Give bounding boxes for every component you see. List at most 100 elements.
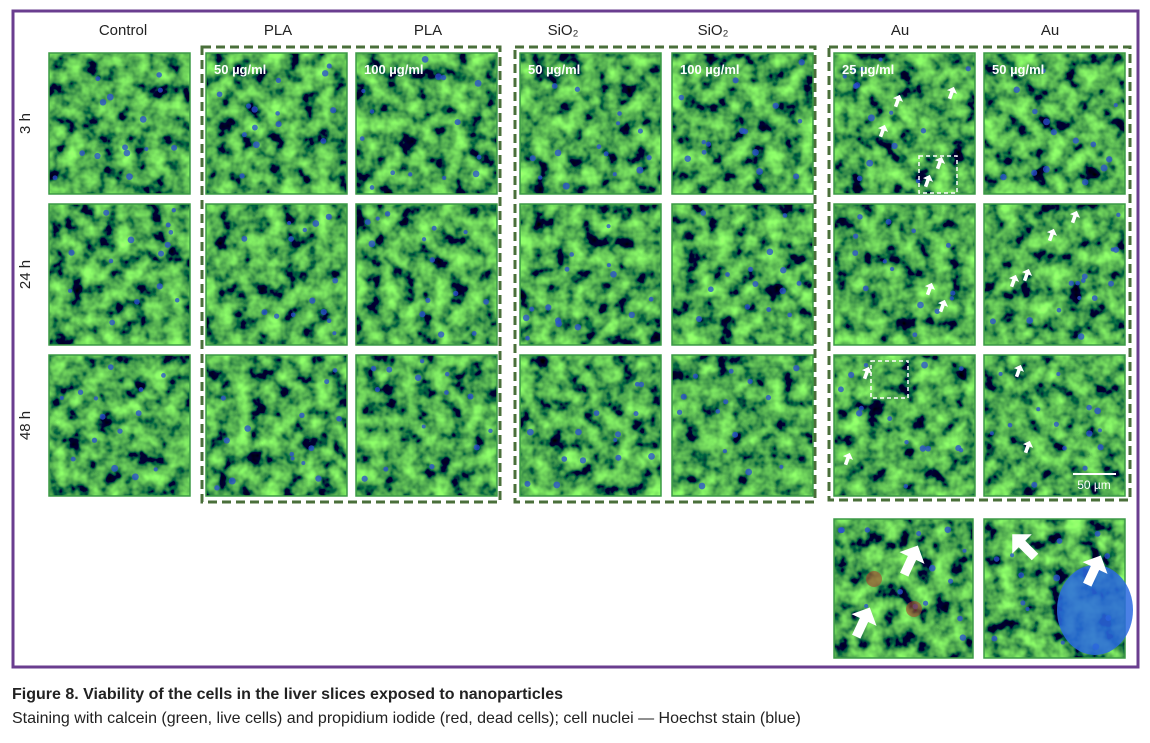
micrograph	[520, 204, 661, 345]
nucleus	[848, 371, 855, 379]
nucleus	[421, 237, 427, 242]
arrow	[899, 545, 925, 577]
nucleus	[606, 263, 611, 268]
nucleus	[1116, 212, 1121, 217]
panel-border	[983, 354, 1126, 497]
arrow	[934, 156, 946, 170]
arrow	[1046, 228, 1058, 242]
nucleus	[364, 219, 371, 226]
nucleus	[488, 428, 493, 434]
nucleus	[138, 387, 144, 392]
nucleus	[917, 301, 924, 309]
nucleus	[842, 74, 847, 79]
nucleus	[94, 152, 101, 160]
nucleus	[1080, 278, 1086, 283]
column-header: Au	[1041, 22, 1059, 39]
nucleus	[369, 109, 375, 114]
nucleus	[321, 70, 329, 77]
column-header: PLA	[414, 22, 442, 39]
nucleus	[628, 311, 635, 319]
nucleus	[68, 249, 75, 256]
nucleus	[239, 173, 245, 179]
nucleus	[156, 72, 162, 78]
nucleus	[797, 118, 803, 124]
micrograph	[834, 519, 973, 658]
nucleus	[287, 220, 292, 226]
nucleus	[421, 56, 429, 63]
nucleus	[473, 444, 480, 451]
nucleus	[127, 236, 135, 244]
nucleus	[752, 281, 759, 287]
arrow	[861, 366, 873, 380]
concentration-label: 100 µg/ml	[680, 62, 740, 77]
panel-border	[833, 354, 976, 497]
nucleus	[1013, 86, 1020, 93]
group-box	[200, 45, 502, 504]
nucleus	[171, 207, 176, 213]
nucleus	[79, 150, 85, 156]
nucleus	[561, 456, 568, 462]
nucleus	[408, 172, 413, 177]
nucleus	[853, 233, 859, 239]
panel-border	[48, 52, 191, 195]
nucleus	[153, 467, 158, 472]
nucleus	[1018, 572, 1025, 579]
nucleus	[309, 297, 316, 304]
nucleus	[958, 366, 964, 371]
nucleus	[1050, 129, 1057, 136]
nucleus	[529, 155, 536, 162]
nucleus	[253, 141, 260, 149]
nucleus	[637, 128, 643, 134]
nucleus	[302, 227, 308, 233]
nucleus	[444, 390, 449, 395]
nucleus	[787, 312, 792, 318]
nucleus	[889, 110, 894, 115]
panel-border	[983, 203, 1126, 346]
nucleus	[435, 73, 442, 81]
micrograph	[984, 53, 1125, 194]
nucleus	[919, 445, 927, 452]
nucleus	[1056, 307, 1062, 313]
nucleus	[315, 475, 322, 482]
group-box	[513, 45, 817, 504]
nucleus	[538, 175, 543, 180]
nucleus	[696, 316, 703, 323]
nucleus	[1056, 538, 1063, 544]
nucleus	[1113, 103, 1118, 108]
nucleus	[916, 531, 922, 537]
nucleus	[1090, 141, 1097, 148]
nucleus	[383, 466, 389, 472]
micrograph	[49, 53, 190, 194]
micrograph	[834, 53, 975, 194]
nucleus	[52, 175, 58, 181]
nucleus	[885, 218, 892, 225]
nucleus	[772, 102, 779, 109]
nucleus	[616, 121, 621, 126]
panel-border	[983, 52, 1126, 195]
nucleus	[856, 175, 863, 182]
nucleus	[1068, 280, 1074, 286]
nucleus	[864, 527, 871, 533]
nucleus	[613, 437, 618, 442]
column-header: PLA	[264, 22, 292, 39]
column-header: SiO₂	[698, 22, 729, 39]
nucleus	[793, 173, 800, 180]
nucleus	[275, 77, 282, 83]
nucleus	[332, 331, 337, 336]
nucleus	[168, 229, 174, 235]
nucleus	[878, 57, 883, 62]
nucleus	[109, 319, 115, 326]
nucleus	[1053, 421, 1059, 427]
nucleus	[368, 240, 376, 248]
nucleus	[1094, 407, 1101, 415]
nucleus	[701, 140, 706, 145]
nucleus	[241, 132, 247, 138]
nucleus	[228, 477, 236, 485]
micrograph	[356, 355, 497, 496]
nucleus	[117, 428, 123, 434]
panel-border	[355, 52, 498, 195]
nucleus	[223, 437, 230, 444]
nucleus	[780, 267, 787, 274]
concentration-label: 50 µg/ml	[528, 62, 580, 77]
